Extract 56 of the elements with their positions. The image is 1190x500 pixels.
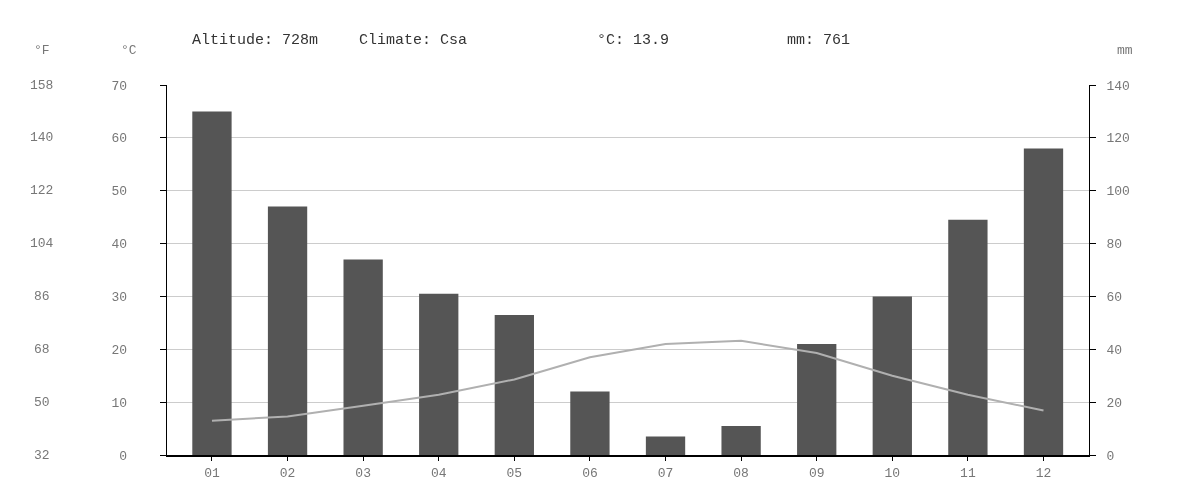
line-series [210,339,1045,422]
x-tick-label: 04 [430,465,447,481]
y3-tick-label: 50 [34,395,50,410]
bar [419,293,459,455]
y2-tick-label: 60 [1106,289,1123,305]
text: °C: 13.9 [597,32,670,49]
y-tick-label: 0 [119,448,127,464]
x-tick-label: 03 [355,465,371,481]
x-tick-label: 01 [204,465,220,481]
x-tick-label: 11 [960,465,976,481]
y-tick-label: 60 [111,131,127,147]
bar [570,391,610,455]
y-tick-label: 40 [111,237,127,253]
text: Altitude: 728m [192,32,319,49]
x-tick-label: 05 [506,465,523,481]
bar [494,314,534,455]
x-tick-label: 09 [808,465,825,481]
x-tick-label: 12 [1035,465,1052,481]
y2-tick-label: 100 [1106,184,1130,200]
text: mm: 761 [787,32,851,49]
bar [645,436,686,455]
y-tick-label: 20 [111,342,127,358]
y3-tick-label: 158 [30,78,54,93]
bar [192,111,232,455]
y2-axis-title: mm [1117,43,1133,58]
text: Climate: Csa [359,32,468,49]
y-axis-title: °C [121,43,137,58]
y3-tick-label: 122 [30,183,54,198]
bar [797,344,837,455]
y3-axis-title: °F [34,43,50,58]
y2-tick-label: 120 [1106,131,1130,147]
x-tick-label: 06 [582,465,598,481]
bar [343,259,383,455]
y-tick-label: 50 [111,184,127,200]
y-tick-label: 70 [111,78,127,94]
y3-tick-label: 32 [34,448,50,463]
y3-tick-label: 104 [30,236,54,251]
y3-tick-label: 68 [34,342,50,357]
y-tick-label: 30 [111,289,127,305]
x-tick-label: 02 [279,465,296,481]
y3-tick-label: 86 [34,289,50,304]
x-tick-label: 08 [733,465,749,481]
x-tick-label: 10 [884,465,901,481]
y2-tick-label: 0 [1106,448,1115,464]
y-tick-label: 10 [111,395,127,411]
bar [267,206,308,455]
y2-tick-label: 80 [1106,237,1123,253]
y2-tick-label: 20 [1106,395,1123,411]
bar [872,296,912,455]
x-tick-label: 07 [657,465,674,481]
y2-tick-label: 140 [1106,78,1130,94]
bar [948,219,988,455]
y2-tick-label: 40 [1106,342,1123,358]
bar [1023,148,1064,455]
bar [721,425,761,455]
y3-tick-label: 140 [30,130,54,145]
